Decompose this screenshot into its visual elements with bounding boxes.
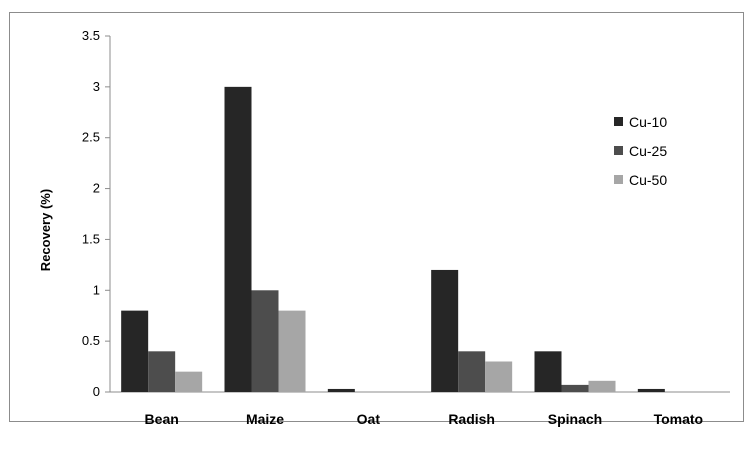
bar-cu-50-bean: [175, 371, 203, 392]
bar-cu-10-radish: [431, 269, 459, 392]
bar-cu-10-spinach: [534, 351, 562, 392]
y-tick-label: 0: [93, 384, 100, 399]
y-tick-label: 3: [93, 79, 100, 94]
bar-cu-10-maize: [224, 86, 252, 392]
x-category-label: Oat: [357, 411, 381, 427]
bar-cu-25-spinach: [561, 384, 589, 392]
bar-cu-10-bean: [121, 310, 149, 392]
bar-cu-10-tomato: [637, 388, 665, 392]
bar-cu-50-radish: [485, 361, 513, 392]
legend: Cu-10 Cu-25 Cu-50: [614, 114, 667, 188]
bar-cu-50-maize: [278, 310, 306, 392]
y-axis: 0 0.5 1 1.5 2 2.5 3 3.5: [82, 28, 111, 399]
legend-label: Cu-50: [629, 172, 667, 188]
x-category-label: Radish: [448, 411, 495, 427]
bar-cu-25-bean: [148, 351, 176, 392]
legend-label: Cu-10: [629, 114, 667, 130]
bar-cu-10-oat: [327, 388, 355, 392]
bars: [121, 86, 665, 392]
y-tick-label: 1: [93, 282, 100, 297]
x-category-label: Bean: [145, 411, 179, 427]
legend-swatch: [614, 175, 623, 184]
y-axis-title: Recovery (%): [38, 189, 53, 271]
legend-swatch: [614, 146, 623, 155]
x-category-label: Tomato: [654, 411, 704, 427]
y-tick-label: 0.5: [82, 333, 100, 348]
legend-swatch: [614, 117, 623, 126]
chart-frame: [9, 12, 744, 422]
y-tick-label: 2.5: [82, 130, 100, 145]
x-axis: Bean Maize Oat Radish Spinach Tomato: [110, 391, 730, 427]
x-category-label: Maize: [246, 411, 284, 427]
bar-cu-25-maize: [251, 290, 279, 392]
bar-cu-25-radish: [458, 351, 486, 392]
y-tick-label: 3.5: [82, 28, 100, 43]
bar-cu-50-spinach: [588, 380, 616, 392]
y-tick-label: 1.5: [82, 231, 100, 246]
x-category-label: Spinach: [548, 411, 602, 427]
legend-label: Cu-25: [629, 143, 667, 159]
y-tick-label: 2: [93, 181, 100, 196]
